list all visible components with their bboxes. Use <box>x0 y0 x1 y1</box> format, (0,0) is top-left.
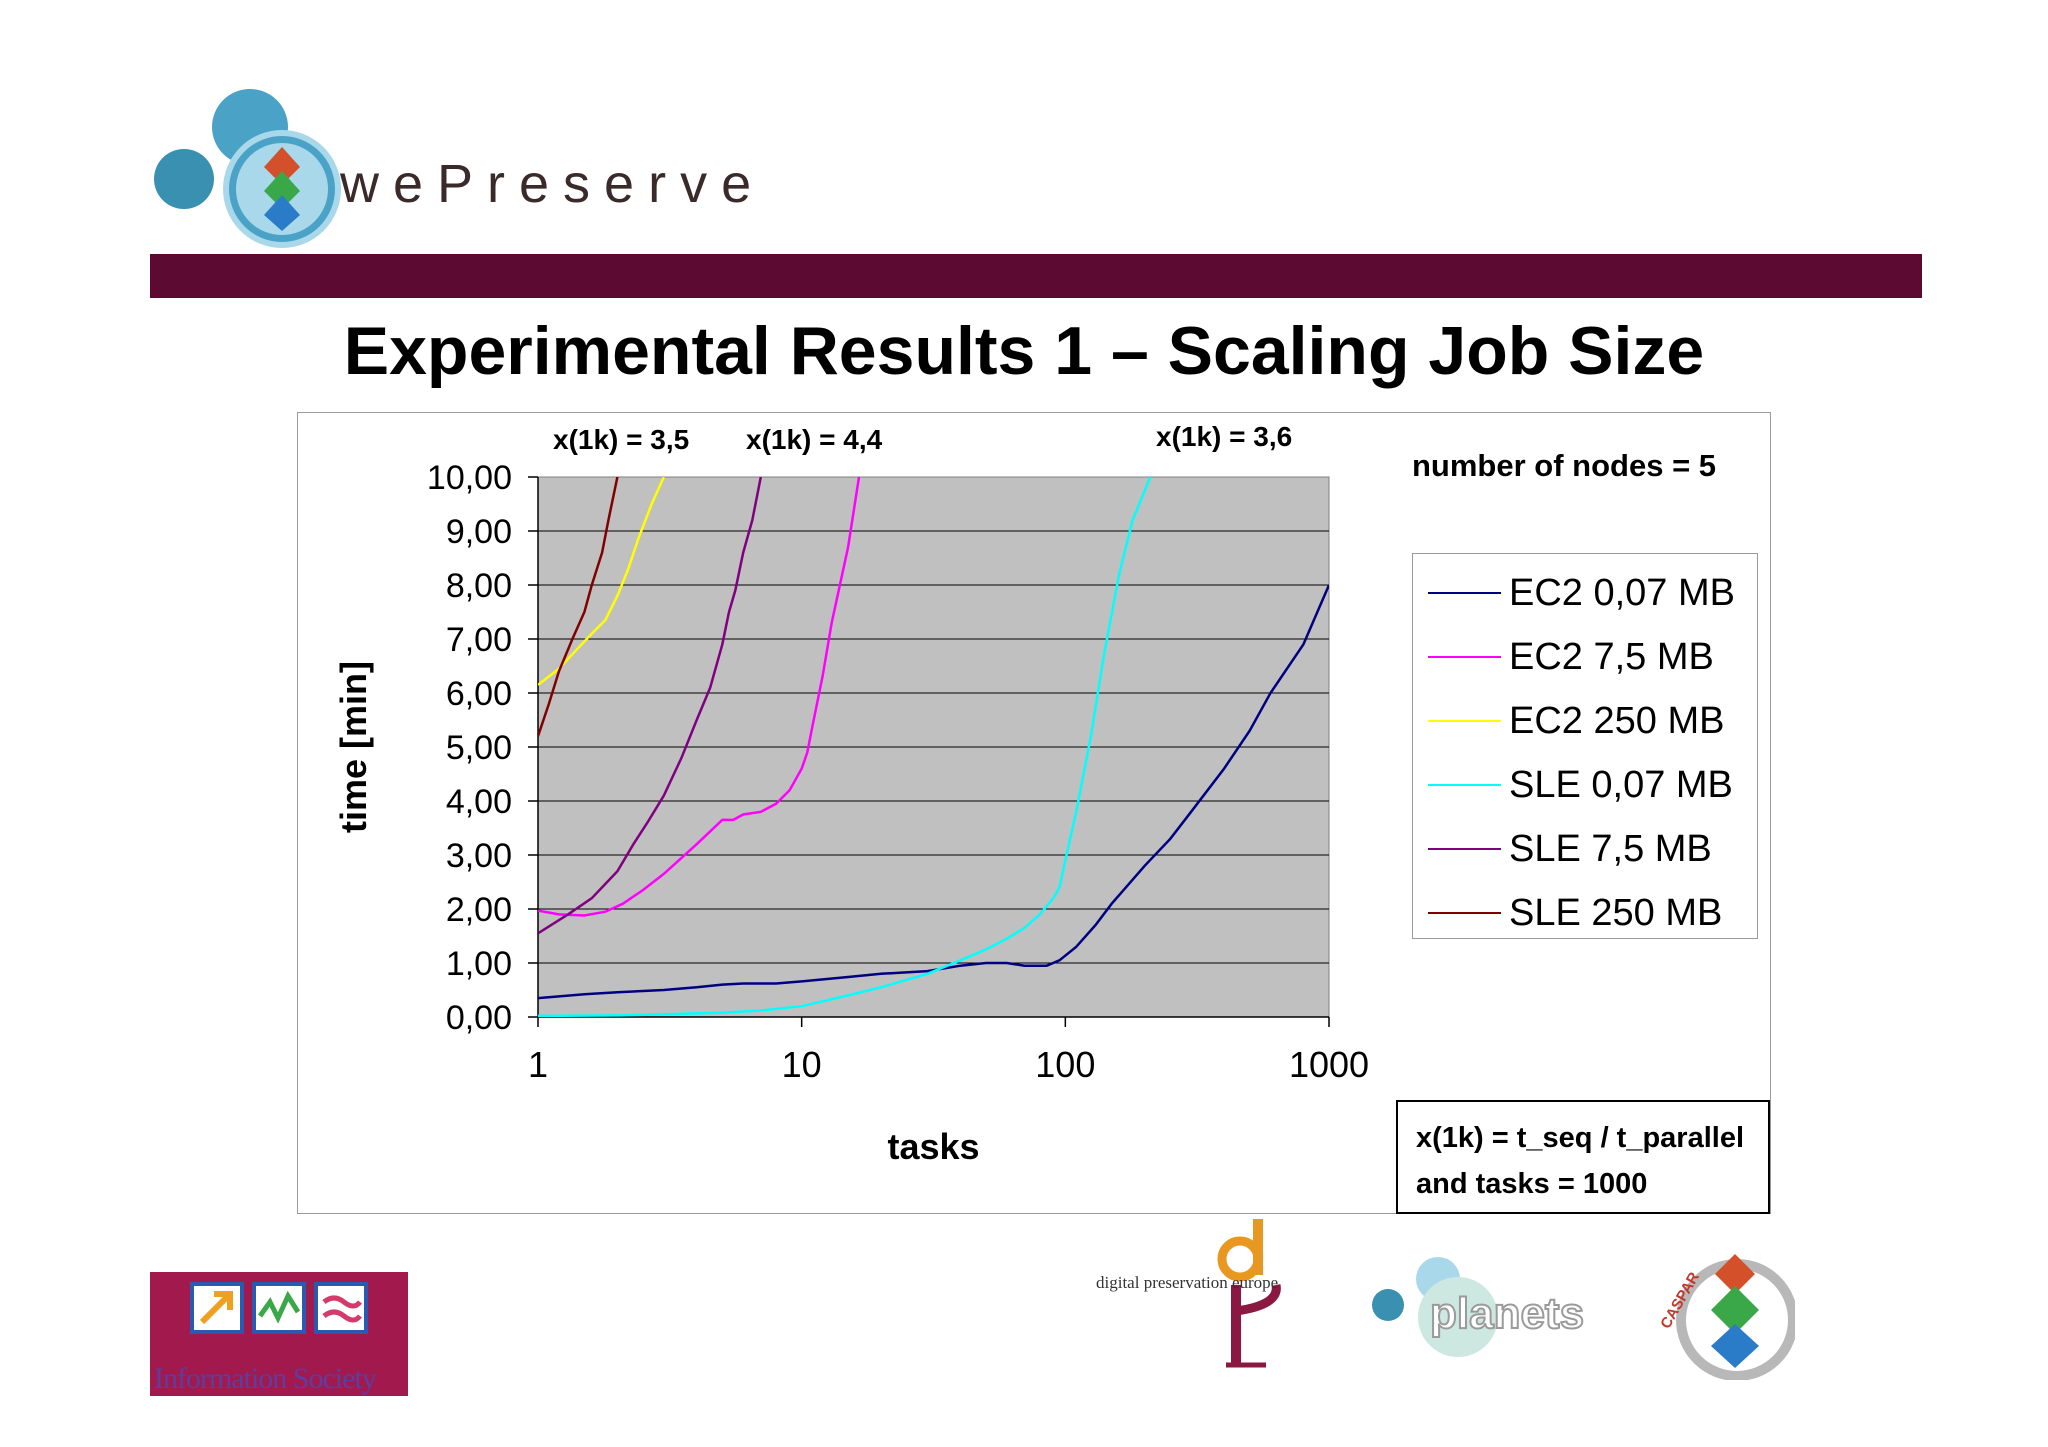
formula-line-2: and tasks = 1000 <box>1416 1168 1648 1200</box>
series-line-sle-250-mb <box>538 477 619 737</box>
y-tick-label: 4,00 <box>446 783 512 821</box>
dpe-text: digital preservation europe <box>1096 1273 1279 1292</box>
x-tick-label: 1000 <box>1289 1044 1369 1085</box>
formula-box: x(1k) = t_seq / t_parallel and tasks = 1… <box>1396 1100 1770 1214</box>
legend-item: EC2 250 MB <box>1413 690 1759 750</box>
legend-item: SLE 250 MB <box>1413 882 1759 942</box>
y-tick-label: 9,00 <box>446 513 512 551</box>
nodes-note: number of nodes = 5 <box>1412 448 1717 483</box>
legend-item: SLE 0,07 MB <box>1413 754 1759 814</box>
planets-circles-icon <box>1372 1257 1498 1357</box>
legend-label: EC2 250 MB <box>1509 700 1725 742</box>
line-chart: 0,00 1,00 2,00 3,00 4,00 5,00 6,00 7,00 8,00 9,00… <box>333 459 1369 1167</box>
x-tick-label: 10 <box>782 1044 822 1085</box>
series-line-ec2-7-5-mb <box>538 477 861 917</box>
caspar-logo: CASPAR <box>1655 1250 1798 1381</box>
series-line-ec2-0-07-mb <box>538 584 1329 1000</box>
legend-label: SLE 7,5 MB <box>1509 828 1712 870</box>
x-tick-label: 100 <box>1035 1044 1095 1085</box>
y-tick-label: 2,00 <box>446 891 512 929</box>
x-tick-label: 1 <box>528 1044 548 1085</box>
caspar-icon <box>1676 1254 1798 1381</box>
legend-item: EC2 0,07 MB <box>1413 562 1759 622</box>
y-tick-label: 6,00 <box>446 675 512 713</box>
annotation-x1k-sle-250: x(1k) = 3,5 <box>553 424 690 455</box>
legend-swatch <box>1428 784 1501 786</box>
y-tick-label: 0,00 <box>446 999 512 1037</box>
legend-label: SLE 250 MB <box>1509 892 1723 934</box>
legend-swatch <box>1428 848 1501 850</box>
planets-wordmark: planets <box>1429 1288 1585 1339</box>
legend-label: EC2 0,07 MB <box>1509 572 1735 614</box>
legend-swatch <box>1428 656 1501 658</box>
y-tick-label: 3,00 <box>446 837 512 875</box>
annotation-x1k-sle-7-5: x(1k) = 4,4 <box>746 424 883 455</box>
page-title: Experimental Results 1 – Scaling Job Siz… <box>343 313 1705 389</box>
dpe-icon <box>1217 1219 1281 1368</box>
information-society-icon <box>190 1282 368 1334</box>
information-society-logo: Information Society <box>150 1272 408 1396</box>
formula-line-1: x(1k) = t_seq / t_parallel <box>1416 1122 1745 1154</box>
y-tick-label: 1,00 <box>446 945 512 983</box>
y-tick-label: 8,00 <box>446 567 512 605</box>
information-society-text: Information Society <box>154 1362 377 1395</box>
legend-label: EC2 7,5 MB <box>1509 636 1714 678</box>
x-axis-title: tasks <box>887 1126 979 1167</box>
wepreserve-circles-icon <box>154 89 341 248</box>
series-line-ec2-250-mb <box>538 477 665 686</box>
y-tick-label: 5,00 <box>446 729 512 767</box>
legend-swatch <box>1428 912 1501 914</box>
legend-item: EC2 7,5 MB <box>1413 626 1759 686</box>
legend-item: SLE 7,5 MB <box>1413 818 1759 878</box>
y-axis-title: time [min] <box>333 661 374 833</box>
header-bar <box>150 254 1922 298</box>
digital-preservation-europe-logo: digital preservation europe <box>1090 1215 1330 1375</box>
series-line-sle-7-5-mb <box>538 477 763 935</box>
legend-label: SLE 0,07 MB <box>1509 764 1733 806</box>
legend-swatch <box>1428 592 1501 594</box>
legend-swatch <box>1428 720 1501 722</box>
series-line-sle-0-07-mb <box>538 477 1152 1017</box>
chart-legend: EC2 0,07 MB EC2 7,5 MB EC2 250 MB SLE 0,07 … <box>1412 553 1758 939</box>
wepreserve-logo: wePreserve <box>150 85 800 255</box>
y-tick-label: 7,00 <box>446 621 512 659</box>
wepreserve-wordmark: wePreserve <box>340 154 766 214</box>
planets-logo: planets <box>1368 1255 1618 1365</box>
y-tick-label: 10,00 <box>427 459 512 497</box>
annotation-x1k-sle-0-07: x(1k) = 3,6 <box>1156 421 1293 452</box>
